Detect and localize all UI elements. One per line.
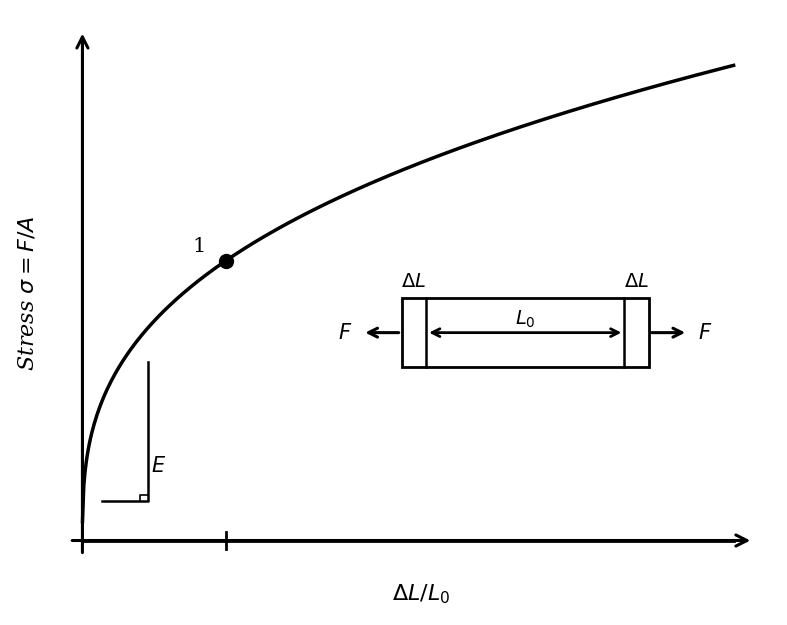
Point [220, 256, 232, 266]
Text: $L_0$: $L_0$ [515, 309, 535, 330]
Text: Stress $\sigma = F/A$: Stress $\sigma = F/A$ [16, 216, 38, 371]
Bar [401, 298, 649, 368]
Text: $F$: $F$ [698, 322, 712, 342]
Text: $F$: $F$ [338, 322, 353, 342]
Text: $E$: $E$ [151, 456, 166, 476]
Text: $\Delta L/L_0$: $\Delta L/L_0$ [392, 582, 450, 606]
Text: 1: 1 [193, 237, 206, 256]
Text: $\Delta L$: $\Delta L$ [401, 272, 427, 291]
Text: $\Delta L$: $\Delta L$ [624, 272, 649, 291]
